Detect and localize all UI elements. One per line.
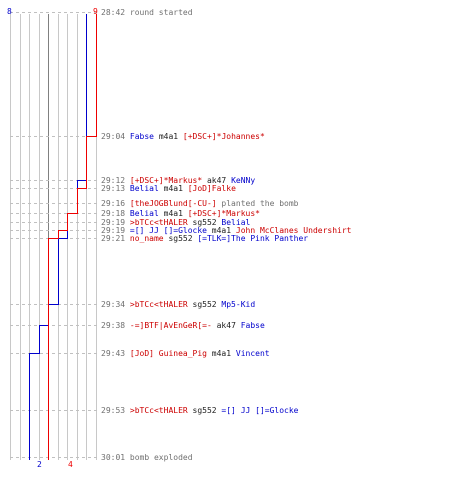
player-name: -=]BTF|AvEnGeR[=- [129, 321, 212, 330]
player-name: =[] JJ []=Glocke [221, 406, 299, 415]
kill-feed-row: 29:16 [theJOGBlund[-CU-] planted the bom… [101, 200, 299, 208]
weapon-name: ak47 [202, 176, 232, 185]
event-time: 29:12 [101, 176, 130, 185]
ct-end-count: 2 [37, 460, 42, 469]
player-name: [JoD]Falke [187, 184, 236, 193]
event-time: 28:42 [101, 8, 130, 17]
kill-feed-row: 29:53 >bTCc<tHALER sg552 =[] JJ []=Glock… [101, 407, 298, 415]
kill-feed-row: 28:42 round started [101, 9, 193, 17]
event-time: 29:21 [101, 234, 130, 243]
event-time: 29:53 [101, 406, 130, 415]
player-name: KeNNy [231, 176, 256, 185]
t-start-count: 9 [93, 7, 98, 16]
weapon-name: ak47 [211, 321, 241, 330]
kill-feed-row: 30:01 bomb exploded [101, 454, 193, 462]
event-time: 29:04 [101, 132, 130, 141]
ct-alive-line [29, 14, 87, 460]
kill-feed-row: 29:18 Belial m4a1 [+DSC+]*Markus* [101, 210, 260, 218]
player-name: John McClanes Undershirt [235, 226, 352, 235]
weapon-name: sg552 [187, 218, 222, 227]
weapon-name: sg552 [187, 300, 222, 309]
event-time: 30:01 [101, 453, 130, 462]
player-name: [=TLK=]The Pink Panther [197, 234, 309, 243]
event-time: 29:19 [101, 226, 130, 235]
kill-feed-row: 29:21 no_name sg552 [=TLK=]The Pink Pant… [101, 235, 308, 243]
player-name: [+DSC+]*Johannes* [182, 132, 265, 141]
player-name: no_name [129, 234, 164, 243]
player-name: >bTCc<tHALER [129, 406, 188, 415]
player-name: Mp5-Kid [221, 300, 256, 309]
weapon-name: sg552 [187, 406, 222, 415]
player-name: >bTCc<tHALER [129, 300, 188, 309]
t-end-count: 4 [68, 460, 73, 469]
event-text: round started [129, 8, 193, 17]
weapon-name: m4a1 [158, 209, 188, 218]
kill-feed-row: 29:38 -=]BTF|AvEnGeR[=- ak47 Fabse [101, 322, 265, 330]
player-name: =[] JJ []=Glocke [129, 226, 207, 235]
event-time: 29:34 [101, 300, 130, 309]
kill-feed-row: 29:43 [JoD] Guinea_Pig m4a1 Vincent [101, 350, 270, 358]
kill-feed-row: 29:04 Fabse m4a1 [+DSC+]*Johannes* [101, 133, 265, 141]
player-name: [theJOGBlund[-CU-] [129, 199, 217, 208]
player-name: Fabse [129, 132, 154, 141]
player-name: [+DSC+]*Markus* [129, 176, 203, 185]
kill-feed-row: 29:19 >bTCc<tHALER sg552 Belial [101, 219, 250, 227]
player-name: Fabse [240, 321, 265, 330]
kill-feed-row: 29:34 >bTCc<tHALER sg552 Mp5-Kid [101, 301, 255, 309]
weapon-name: m4a1 [206, 226, 236, 235]
timeline-grid [10, 14, 97, 460]
round-timeline: 8 9 2 4 [7, 7, 100, 469]
ct-start-count: 8 [7, 7, 12, 16]
player-name: Belial [129, 209, 159, 218]
weapon-name: m4a1 [158, 184, 188, 193]
kill-feed-row: 29:12 [+DSC+]*Markus* ak47 KeNNy [101, 177, 255, 185]
weapon-name: sg552 [163, 234, 198, 243]
event-time: 29:16 [101, 199, 130, 208]
event-time: 29:43 [101, 349, 130, 358]
event-time: 29:13 [101, 184, 130, 193]
player-name: [JoD] Guinea_Pig [129, 349, 207, 358]
event-text: planted the bomb [216, 199, 299, 208]
player-name: [+DSC+]*Markus* [187, 209, 260, 218]
player-name: Belial [221, 218, 251, 227]
weapon-name: m4a1 [206, 349, 236, 358]
kill-feed-row: 29:19 =[] JJ []=Glocke m4a1 John McClane… [101, 227, 351, 235]
event-time: 29:18 [101, 209, 130, 218]
event-text: bomb exploded [129, 453, 193, 462]
player-name: Belial [129, 184, 159, 193]
player-name: Vincent [235, 349, 270, 358]
event-time: 29:19 [101, 218, 130, 227]
weapon-name: m4a1 [154, 132, 183, 141]
event-time: 29:38 [101, 321, 130, 330]
t-alive-line [48, 14, 97, 460]
kill-feed-row: 29:13 Belial m4a1 [JoD]Falke [101, 185, 236, 193]
player-name: >bTCc<tHALER [129, 218, 188, 227]
